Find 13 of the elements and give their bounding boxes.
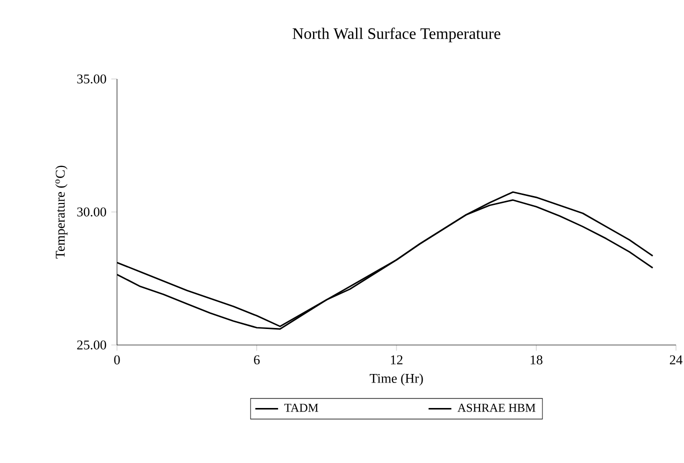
chart-title: North Wall Surface Temperature — [292, 28, 500, 42]
legend-label: ASHRAE HBM — [458, 404, 536, 412]
x-axis-title: Time (Hr) — [370, 374, 423, 386]
y-axis-title: Temperature ($^{o}$C) — [55, 166, 68, 259]
y-tick-label: 25.00 — [77, 340, 106, 350]
legend-label: TADM — [284, 404, 318, 412]
x-tick-label: 0 — [114, 355, 120, 364]
y-tick-label: 35.00 — [77, 74, 106, 84]
x-tick-label: 18 — [530, 355, 542, 364]
x-tick-label: 6 — [254, 355, 260, 364]
x-tick-label: 24 — [670, 355, 682, 364]
y-tick-label: 30.00 — [77, 207, 106, 217]
x-tick-label: 12 — [391, 355, 402, 364]
